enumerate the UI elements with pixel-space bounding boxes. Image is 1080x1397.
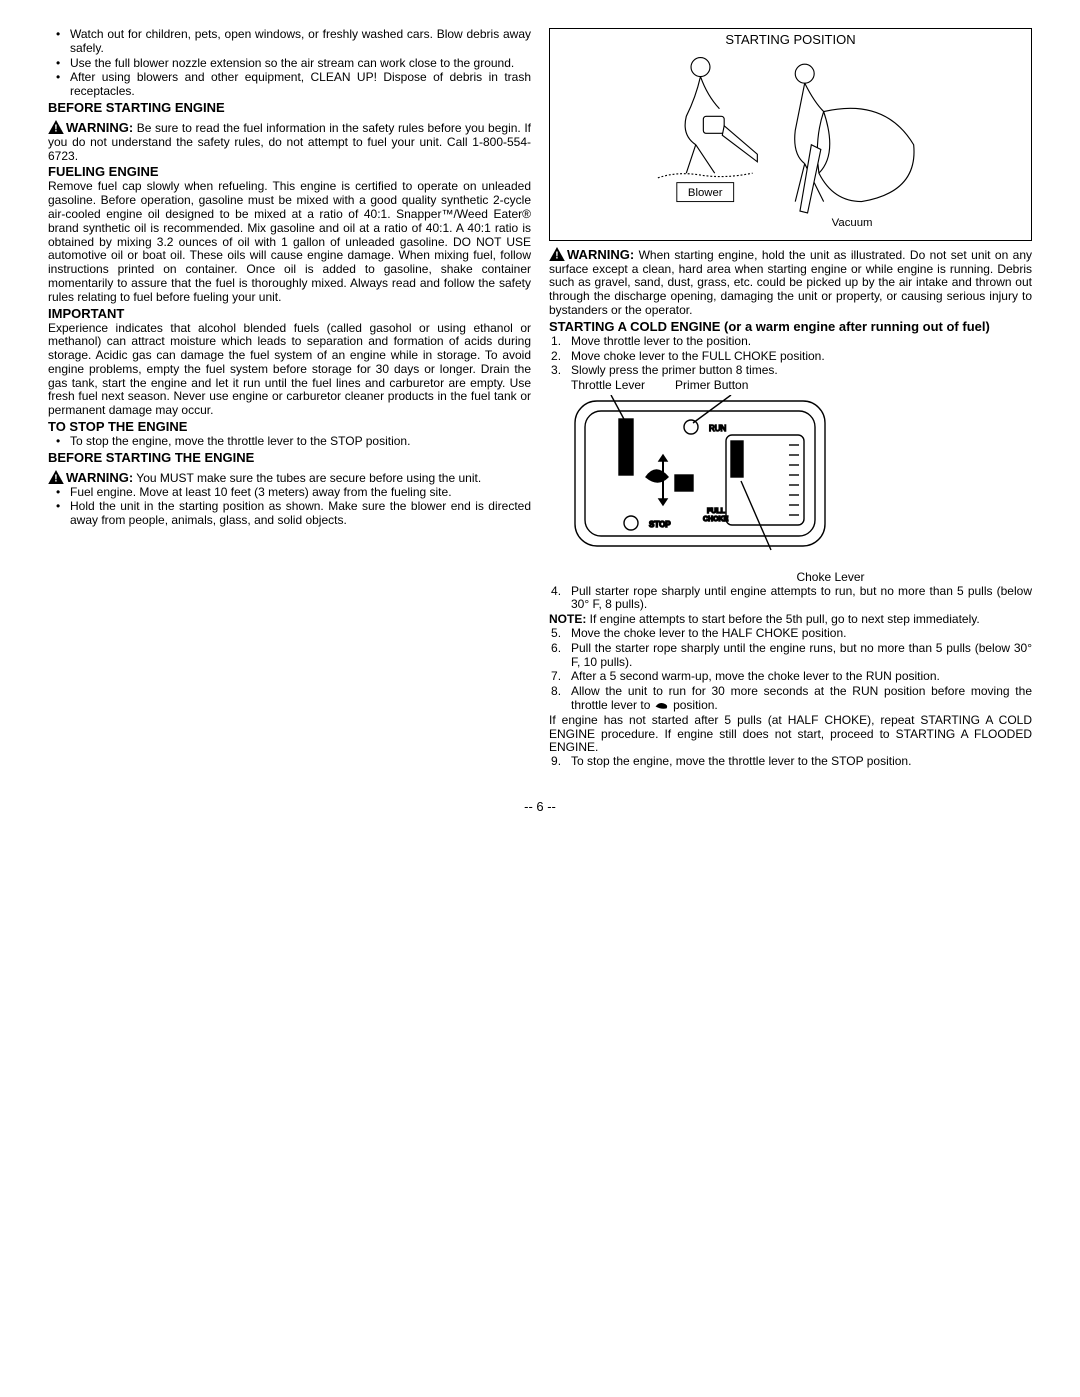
right-column: STARTING POSITION (549, 28, 1032, 770)
svg-text:STOP: STOP (649, 520, 671, 529)
starting-position-diagram: STARTING POSITION (549, 28, 1032, 241)
svg-text:!: ! (555, 250, 558, 260)
warning-triangle-icon: ! (48, 120, 64, 134)
rabbit-run-icon (654, 700, 670, 710)
diagram-title: STARTING POSITION (554, 33, 1027, 48)
warning-paragraph: ! WARNING: Be sure to read the fuel info… (48, 120, 531, 164)
throttle-lever-label: Throttle Lever (571, 379, 645, 393)
list-item: After a 5 second warm-up, move the choke… (571, 670, 1032, 684)
list-item: To stop the engine, move the throttle le… (571, 755, 1032, 769)
control-labels-row: Throttle Lever Primer Button (571, 379, 1032, 393)
svg-text:RUN: RUN (709, 424, 727, 433)
note-label: NOTE: (549, 612, 586, 626)
list-item: Pull starter rope sharply until engine a… (571, 585, 1032, 613)
blower-vacuum-illustration: Blower Vacuum (554, 50, 1027, 230)
cold-start-steps-5-8: Move the choke lever to the HALF CHOKE p… (549, 627, 1032, 713)
list-item: Move the choke lever to the HALF CHOKE p… (571, 627, 1032, 641)
safety-bullets: Watch out for children, pets, open windo… (48, 28, 531, 99)
cold-start-step-9: To stop the engine, move the throttle le… (549, 755, 1032, 769)
warning-triangle-icon: ! (48, 470, 64, 484)
warning-paragraph-3: ! WARNING: When starting engine, hold th… (549, 247, 1032, 318)
list-item: After using blowers and other equipment,… (70, 71, 531, 99)
left-column: Watch out for children, pets, open windo… (48, 28, 531, 770)
list-item: Slowly press the primer button 8 times. (571, 364, 1032, 378)
list-item: To stop the engine, move the throttle le… (70, 435, 531, 449)
two-column-layout: Watch out for children, pets, open windo… (48, 28, 1032, 770)
heading-important: IMPORTANT (48, 307, 531, 322)
warning-text: You MUST make sure the tubes are secure … (133, 471, 481, 485)
start-engine-bullets: Fuel engine. Move at least 10 feet (3 me… (48, 486, 531, 528)
list-item: Fuel engine. Move at least 10 feet (3 me… (70, 486, 531, 500)
stop-bullets: To stop the engine, move the throttle le… (48, 435, 531, 449)
cold-start-steps-4-8: Pull starter rope sharply until engine a… (549, 585, 1032, 613)
no-start-text: If engine has not started after 5 pulls … (549, 714, 1032, 755)
heading-cold-engine: STARTING A COLD ENGINE (or a warm engine… (549, 320, 1032, 335)
fueling-text: Remove fuel cap slowly when refueling. T… (48, 180, 531, 304)
list-item: Use the full blower nozzle extension so … (70, 57, 531, 71)
warning-label: WARNING: (66, 120, 133, 135)
list-item: Hold the unit in the starting position a… (70, 500, 531, 528)
list-item: Watch out for children, pets, open windo… (70, 28, 531, 56)
page-number: -- 6 -- (48, 800, 1032, 815)
heading-before-starting-the-engine: BEFORE STARTING THE ENGINE (48, 451, 531, 466)
vacuum-label-text: Vacuum (832, 217, 873, 229)
cold-start-steps-1-3: Move throttle lever to the position. Mov… (549, 335, 1032, 378)
svg-text:!: ! (54, 473, 57, 483)
warning-triangle-icon: ! (549, 247, 565, 261)
heading-to-stop-engine: TO STOP THE ENGINE (48, 420, 531, 435)
important-text: Experience indicates that alcohol blende… (48, 322, 531, 419)
list-item: Move choke lever to the FULL CHOKE posit… (571, 350, 1032, 364)
svg-text:FULL: FULL (707, 508, 726, 515)
heading-before-starting-engine: BEFORE STARTING ENGINE (48, 101, 531, 116)
warning-paragraph-2: ! WARNING: You MUST make sure the tubes … (48, 470, 531, 486)
svg-text:CHOKE: CHOKE (703, 516, 729, 523)
heading-fueling-engine: FUELING ENGINE (48, 165, 531, 180)
list-item: Pull the starter rope sharply until the … (571, 642, 1032, 670)
engine-controls-diagram: RUN ½ STOP (571, 395, 1032, 569)
choke-lever-label: Choke Lever (549, 571, 1032, 585)
svg-text:!: ! (54, 124, 57, 134)
note-paragraph: NOTE: If engine attempts to start before… (549, 613, 1032, 627)
warning-label: WARNING: (66, 470, 133, 485)
list-item: Allow the unit to run for 30 more second… (571, 685, 1032, 713)
blower-label-text: Blower (688, 187, 723, 199)
list-item: Move throttle lever to the position. (571, 335, 1032, 349)
primer-button-label: Primer Button (675, 379, 748, 393)
warning-label: WARNING: (567, 247, 634, 262)
